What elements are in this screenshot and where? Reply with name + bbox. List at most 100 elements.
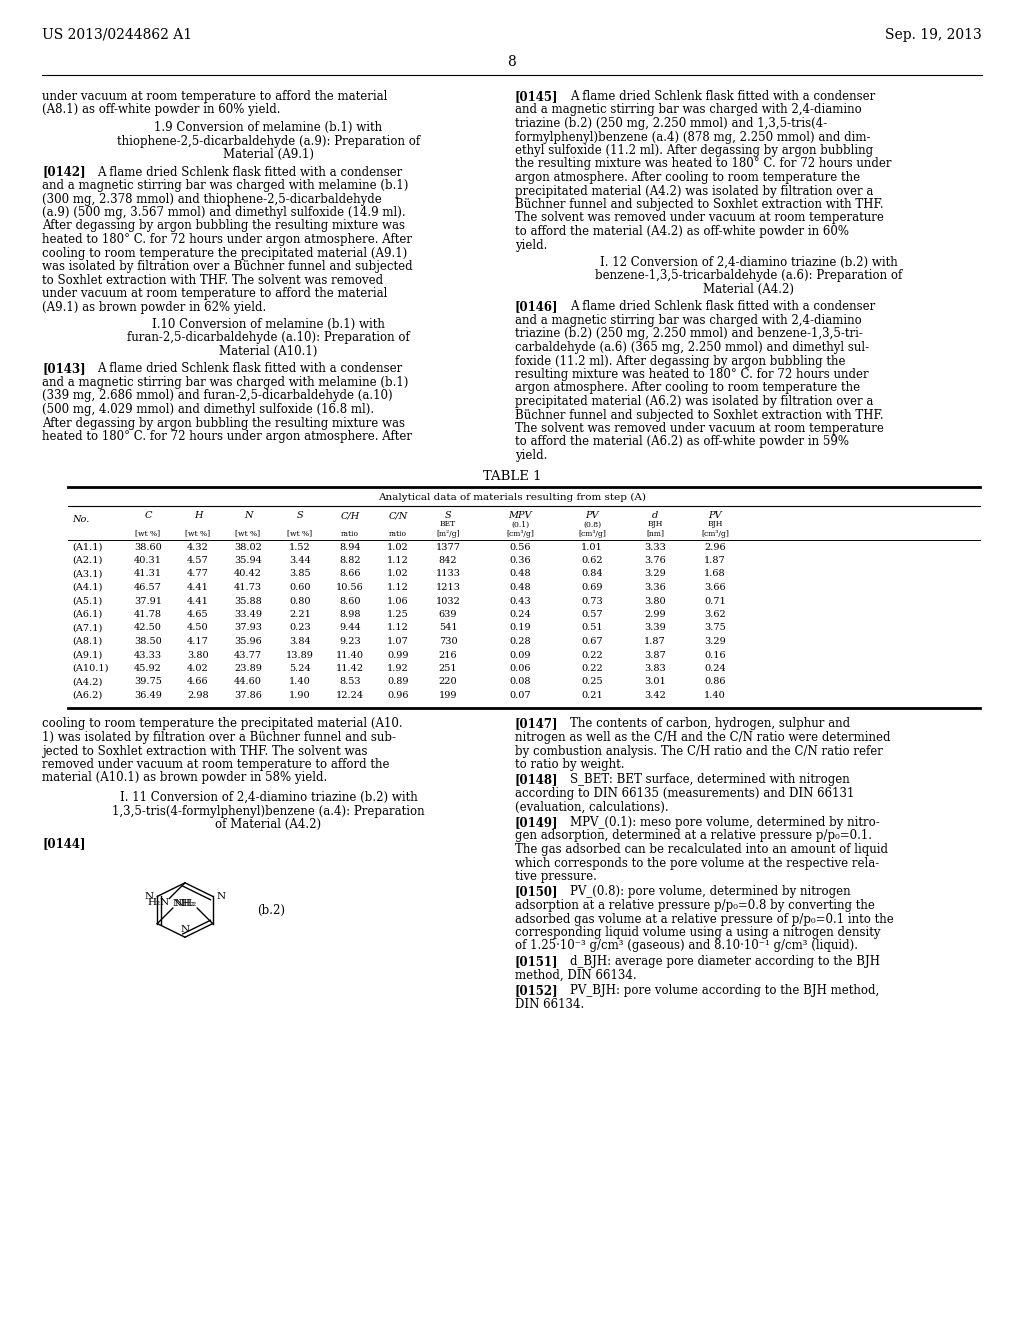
Text: (A9.1) as brown powder in 62% yield.: (A9.1) as brown powder in 62% yield.: [42, 301, 266, 314]
Text: 9.23: 9.23: [339, 638, 360, 645]
Text: I. 11 Conversion of 2,4-diamino triazine (b.2) with: I. 11 Conversion of 2,4-diamino triazine…: [120, 791, 418, 804]
Text: A flame dried Schlenk flask fitted with a condenser: A flame dried Schlenk flask fitted with …: [570, 90, 876, 103]
Text: [0147]: [0147]: [515, 718, 558, 730]
Text: [wt %]: [wt %]: [236, 529, 260, 537]
Text: 4.66: 4.66: [187, 677, 209, 686]
Text: [0152]: [0152]: [515, 983, 559, 997]
Text: After degassing by argon bubbling the resulting mixture was: After degassing by argon bubbling the re…: [42, 219, 406, 232]
Text: 0.57: 0.57: [582, 610, 603, 619]
Text: 38.02: 38.02: [234, 543, 262, 552]
Text: 8.60: 8.60: [339, 597, 360, 606]
Text: S: S: [297, 511, 303, 520]
Text: No.: No.: [72, 516, 89, 524]
Text: 0.07: 0.07: [509, 690, 530, 700]
Text: 4.02: 4.02: [187, 664, 209, 673]
Text: 8.82: 8.82: [339, 556, 360, 565]
Text: 4.50: 4.50: [187, 623, 209, 632]
Text: H₂N: H₂N: [147, 899, 169, 907]
Text: PV: PV: [586, 511, 599, 520]
Text: 1032: 1032: [435, 597, 461, 606]
Text: (A2.1): (A2.1): [72, 556, 102, 565]
Text: to afford the material (A4.2) as off-white powder in 60%: to afford the material (A4.2) as off-whi…: [515, 224, 849, 238]
Text: (300 mg, 2.378 mmol) and thiophene-2,5-dicarbaldehyde: (300 mg, 2.378 mmol) and thiophene-2,5-d…: [42, 193, 382, 206]
Text: Analytical data of materials resulting from step (A): Analytical data of materials resulting f…: [378, 492, 646, 502]
Text: 3.39: 3.39: [644, 623, 666, 632]
Text: MPV: MPV: [508, 511, 531, 520]
Text: 1.12: 1.12: [387, 623, 409, 632]
Text: 0.22: 0.22: [582, 651, 603, 660]
Text: Material (A10.1): Material (A10.1): [219, 345, 317, 358]
Text: 46.57: 46.57: [134, 583, 162, 591]
Text: 0.84: 0.84: [582, 569, 603, 578]
Text: 2.21: 2.21: [289, 610, 311, 619]
Text: 45.92: 45.92: [134, 664, 162, 673]
Text: 0.99: 0.99: [387, 651, 409, 660]
Text: 0.16: 0.16: [705, 651, 726, 660]
Text: 1.02: 1.02: [387, 569, 409, 578]
Text: 0.09: 0.09: [509, 651, 530, 660]
Text: (A1.1): (A1.1): [72, 543, 102, 552]
Text: 1.52: 1.52: [289, 543, 311, 552]
Text: [0146]: [0146]: [515, 301, 558, 314]
Text: I.10 Conversion of melamine (b.1) with: I.10 Conversion of melamine (b.1) with: [152, 318, 385, 331]
Text: 1377: 1377: [435, 543, 461, 552]
Text: 3.84: 3.84: [289, 638, 311, 645]
Text: which corresponds to the pore volume at the respective rela-: which corresponds to the pore volume at …: [515, 857, 880, 870]
Text: argon atmosphere. After cooling to room temperature the: argon atmosphere. After cooling to room …: [515, 381, 860, 395]
Text: [nm]: [nm]: [646, 529, 664, 537]
Text: 0.69: 0.69: [582, 583, 603, 591]
Text: furan-2,5-dicarbaldehyde (a.10): Preparation of: furan-2,5-dicarbaldehyde (a.10): Prepara…: [127, 331, 410, 345]
Text: 251: 251: [438, 664, 458, 673]
Text: under vacuum at room temperature to afford the material: under vacuum at room temperature to affo…: [42, 90, 387, 103]
Text: 3.42: 3.42: [644, 690, 666, 700]
Text: (A7.1): (A7.1): [72, 623, 102, 632]
Text: gen adsorption, determined at a relative pressure p/p₀=0.1.: gen adsorption, determined at a relative…: [515, 829, 872, 842]
Text: 8: 8: [508, 55, 516, 69]
Text: and a magnetic stirring bar was charged with 2,4-diamino: and a magnetic stirring bar was charged …: [515, 314, 862, 327]
Text: 2.99: 2.99: [644, 610, 666, 619]
Text: and a magnetic stirring bar was charged with melamine (b.1): and a magnetic stirring bar was charged …: [42, 376, 409, 389]
Text: 3.33: 3.33: [644, 543, 666, 552]
Text: 1.12: 1.12: [387, 556, 409, 565]
Text: heated to 180° C. for 72 hours under argon atmosphere. After: heated to 180° C. for 72 hours under arg…: [42, 430, 412, 444]
Text: foxide (11.2 ml). After degassing by argon bubbling the: foxide (11.2 ml). After degassing by arg…: [515, 355, 846, 367]
Text: C: C: [144, 511, 152, 520]
Text: 0.24: 0.24: [705, 664, 726, 673]
Text: tive pressure.: tive pressure.: [515, 870, 597, 883]
Text: BJH: BJH: [647, 520, 663, 528]
Text: triazine (b.2) (250 mg, 2.250 mmol) and 1,3,5-tris(4-: triazine (b.2) (250 mg, 2.250 mmol) and …: [515, 117, 827, 129]
Text: (evaluation, calculations).: (evaluation, calculations).: [515, 800, 669, 813]
Text: 0.25: 0.25: [582, 677, 603, 686]
Text: N: N: [144, 892, 154, 900]
Text: 842: 842: [438, 556, 458, 565]
Text: [cm³/g]: [cm³/g]: [506, 529, 534, 537]
Text: 3.85: 3.85: [289, 569, 311, 578]
Text: 220: 220: [438, 677, 458, 686]
Text: by combustion analysis. The C/H ratio and the C/N ratio refer: by combustion analysis. The C/H ratio an…: [515, 744, 883, 758]
Text: 3.87: 3.87: [644, 651, 666, 660]
Text: 37.93: 37.93: [234, 623, 262, 632]
Text: TABLE 1: TABLE 1: [482, 470, 542, 483]
Text: 0.71: 0.71: [705, 597, 726, 606]
Text: 0.19: 0.19: [509, 623, 530, 632]
Text: formylphenyl)benzene (a.4) (878 mg, 2.250 mmol) and dim-: formylphenyl)benzene (a.4) (878 mg, 2.25…: [515, 131, 870, 144]
Text: 38.60: 38.60: [134, 543, 162, 552]
Text: C/N: C/N: [388, 511, 408, 520]
Text: 9.44: 9.44: [339, 623, 360, 632]
Text: 3.80: 3.80: [644, 597, 666, 606]
Text: Büchner funnel and subjected to Soxhlet extraction with THF.: Büchner funnel and subjected to Soxhlet …: [515, 408, 884, 421]
Text: [0142]: [0142]: [42, 165, 86, 178]
Text: 39.75: 39.75: [134, 677, 162, 686]
Text: 38.50: 38.50: [134, 638, 162, 645]
Text: precipitated material (A6.2) was isolated by filtration over a: precipitated material (A6.2) was isolate…: [515, 395, 873, 408]
Text: 37.86: 37.86: [234, 690, 262, 700]
Text: 1.25: 1.25: [387, 610, 409, 619]
Text: (b.2): (b.2): [257, 903, 285, 916]
Text: (339 mg, 2.686 mmol) and furan-2,5-dicarbaldehyde (a.10): (339 mg, 2.686 mmol) and furan-2,5-dicar…: [42, 389, 392, 403]
Text: resulting mixture was heated to 180° C. for 72 hours under: resulting mixture was heated to 180° C. …: [515, 368, 868, 381]
Text: 0.22: 0.22: [582, 664, 603, 673]
Text: 11.40: 11.40: [336, 651, 364, 660]
Text: (A3.1): (A3.1): [72, 569, 102, 578]
Text: The solvent was removed under vacuum at room temperature: The solvent was removed under vacuum at …: [515, 211, 884, 224]
Text: 10.56: 10.56: [336, 583, 364, 591]
